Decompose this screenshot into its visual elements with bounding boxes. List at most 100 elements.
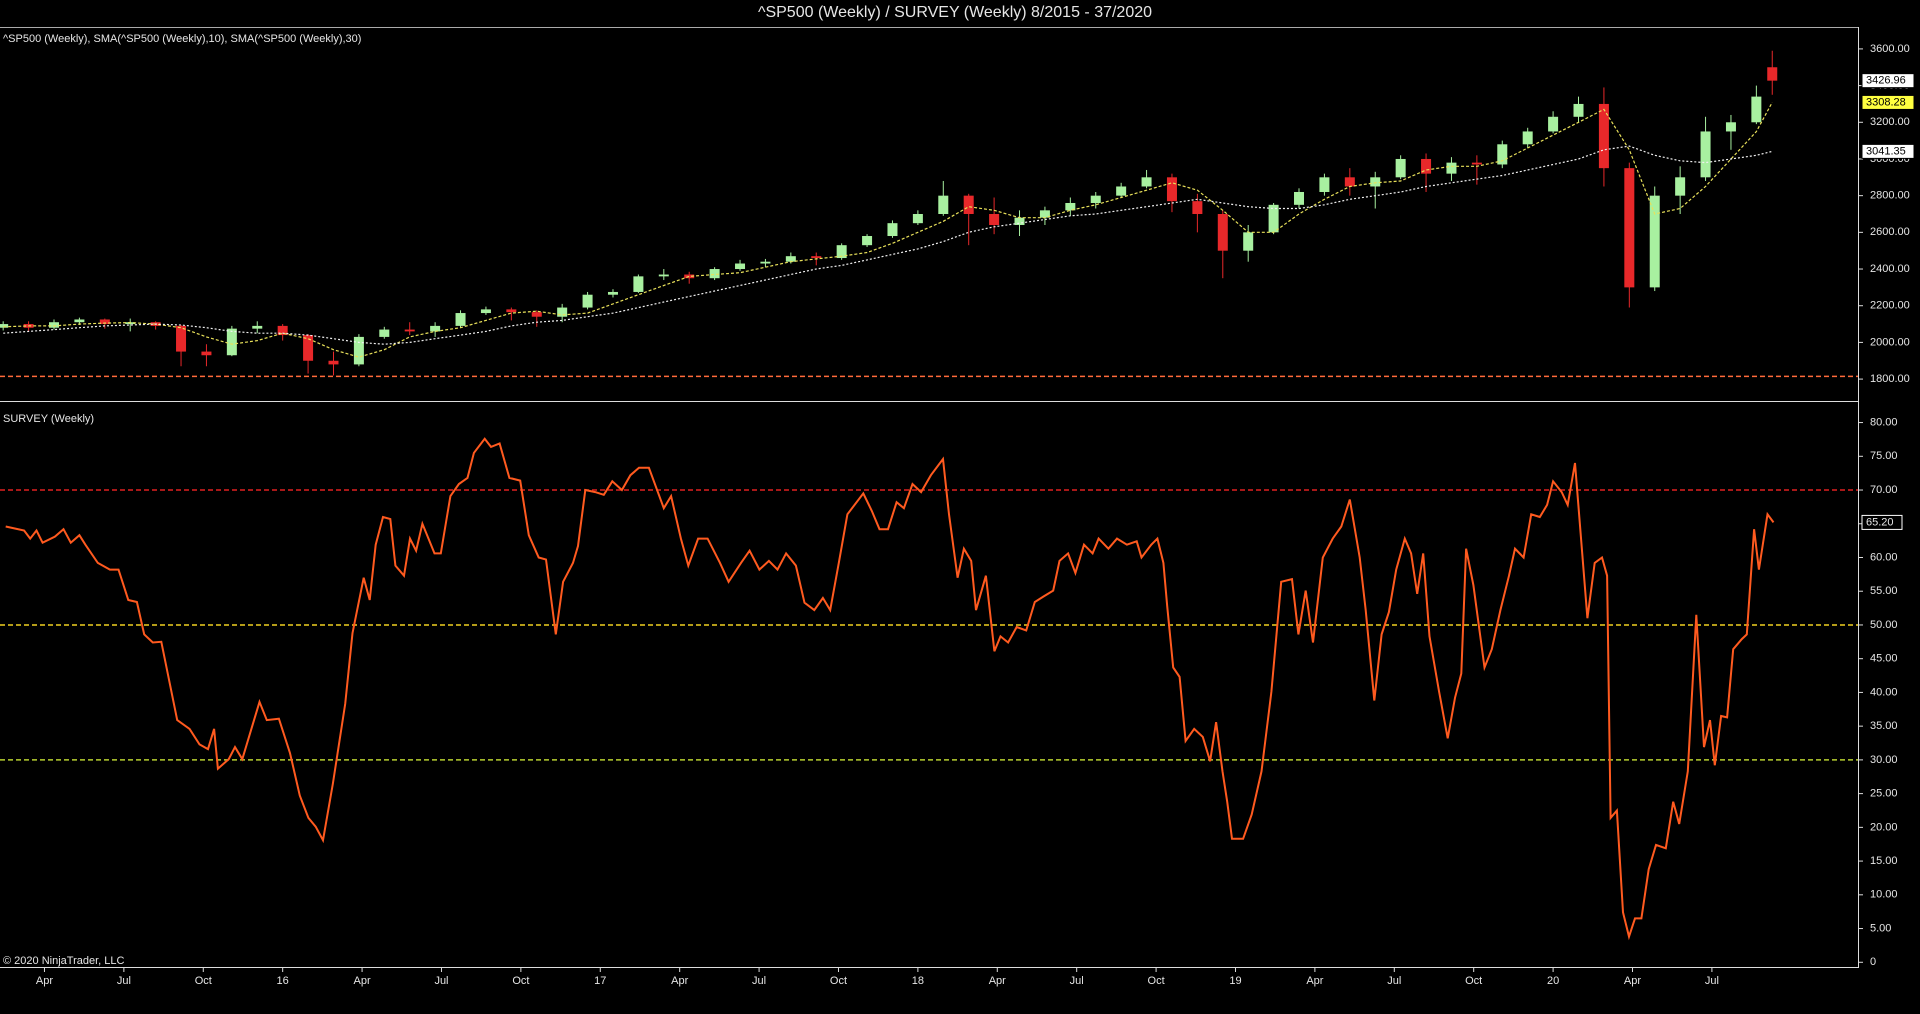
x-tick-label: Jul <box>117 975 131 987</box>
candle-body <box>1395 158 1406 178</box>
candle-body <box>0 324 9 328</box>
candle-body <box>99 319 110 325</box>
x-tick-label: 16 <box>277 975 289 987</box>
sma-line <box>3 102 1773 358</box>
x-tick-label: Apr <box>1624 975 1641 987</box>
candle-body <box>1421 158 1432 174</box>
x-tick-label: 18 <box>912 975 924 987</box>
candle-body <box>1767 67 1778 81</box>
candle-body <box>862 236 873 246</box>
y-tick-label: 15.00 <box>1870 855 1898 867</box>
x-tick-label: Jul <box>1705 975 1719 987</box>
price-marker <box>1861 94 1915 110</box>
y-tick-label: 10.00 <box>1870 889 1898 901</box>
candle-body <box>404 329 415 332</box>
y-tick-label: 30.00 <box>1870 754 1898 766</box>
y-tick-label: 25.00 <box>1870 788 1898 800</box>
candle-body <box>963 195 974 214</box>
y-tick-label: 2000.00 <box>1870 336 1910 348</box>
y-tick-label: 2800.00 <box>1870 190 1910 202</box>
x-tick-label: Oct <box>512 975 529 987</box>
candle-body <box>1319 177 1330 192</box>
y-tick-label: 1800.00 <box>1870 373 1910 385</box>
candle-body <box>684 274 695 279</box>
candle-body <box>1166 177 1177 202</box>
y-tick-label: 3200.00 <box>1870 116 1910 128</box>
x-tick-label: 19 <box>1229 975 1241 987</box>
candle-body <box>1039 210 1050 218</box>
candle-body <box>557 307 568 317</box>
y-tick-label: 60.00 <box>1870 551 1898 563</box>
y-tick-label: 80.00 <box>1870 416 1898 428</box>
candle-body <box>1471 162 1482 165</box>
candle-body <box>48 322 59 328</box>
candle-body <box>1014 217 1025 226</box>
y-tick-label: 5.00 <box>1870 922 1891 934</box>
x-tick-label: Jul <box>1387 975 1401 987</box>
candle-body <box>836 245 847 259</box>
candle-body <box>1497 144 1508 165</box>
candle-body <box>74 319 85 323</box>
y-tick-label: 2600.00 <box>1870 226 1910 238</box>
x-tick-label: Oct <box>195 975 212 987</box>
candle-body <box>582 294 593 308</box>
candle-body <box>277 325 288 336</box>
candle-body <box>938 195 949 214</box>
candle-body <box>176 325 187 352</box>
candle-body <box>1598 103 1609 169</box>
y-tick-label: 20.00 <box>1870 821 1898 833</box>
chart-title: ^SP500 (Weekly) / SURVEY (Weekly) 8/2015… <box>758 4 1152 21</box>
candle-body <box>1116 186 1127 196</box>
y-tick-label: 55.00 <box>1870 585 1898 597</box>
candle-body <box>328 360 339 365</box>
candle-body <box>1090 195 1101 203</box>
candle-body <box>1217 214 1228 251</box>
candle-body <box>1065 202 1076 211</box>
price-marker-label: 3041.35 <box>1866 145 1906 157</box>
candle-body <box>887 223 898 237</box>
candle-body <box>1751 96 1762 123</box>
candle-body <box>1725 122 1736 132</box>
candle-body <box>506 309 517 313</box>
candle-body <box>1243 232 1254 251</box>
candle-body <box>1624 168 1635 288</box>
y-tick-label: 75.00 <box>1870 450 1898 462</box>
y-tick-label: 3600.00 <box>1870 43 1910 55</box>
x-tick-label: 20 <box>1547 975 1559 987</box>
price-marker-label: 3308.28 <box>1866 96 1906 108</box>
y-tick-label: 45.00 <box>1870 653 1898 665</box>
candle-body <box>1649 195 1660 288</box>
copyright: © 2020 NinjaTrader, LLC <box>3 955 124 967</box>
x-tick-label: Apr <box>989 975 1006 987</box>
candle-body <box>785 256 796 262</box>
x-tick-label: Apr <box>354 975 371 987</box>
candle-body <box>531 312 542 317</box>
x-tick-label: Oct <box>1148 975 1165 987</box>
y-tick-label: 35.00 <box>1870 720 1898 732</box>
y-tick-label: 2200.00 <box>1870 300 1910 312</box>
sma-line <box>3 145 1773 345</box>
candle-body <box>658 274 669 277</box>
candle-body <box>633 276 644 292</box>
x-tick-label: Jul <box>752 975 766 987</box>
candle-body <box>455 313 466 326</box>
x-tick-label: Jul <box>1070 975 1084 987</box>
candle-body <box>226 328 237 356</box>
candle-body <box>430 325 441 332</box>
candle-body <box>811 256 822 259</box>
candle-body <box>252 325 263 329</box>
price-marker <box>1861 143 1915 159</box>
price-marker-label: 3426.96 <box>1866 75 1906 87</box>
panel-label: SURVEY (Weekly) <box>3 413 94 425</box>
candle-body <box>1344 177 1355 187</box>
candle-body <box>607 291 618 295</box>
candle-body <box>1141 177 1152 187</box>
candle-body <box>379 329 390 337</box>
y-tick-label: 0 <box>1870 956 1876 968</box>
last-value-box <box>1861 514 1903 530</box>
y-tick-label: 50.00 <box>1870 619 1898 631</box>
last-value-label: 65.20 <box>1866 516 1894 528</box>
